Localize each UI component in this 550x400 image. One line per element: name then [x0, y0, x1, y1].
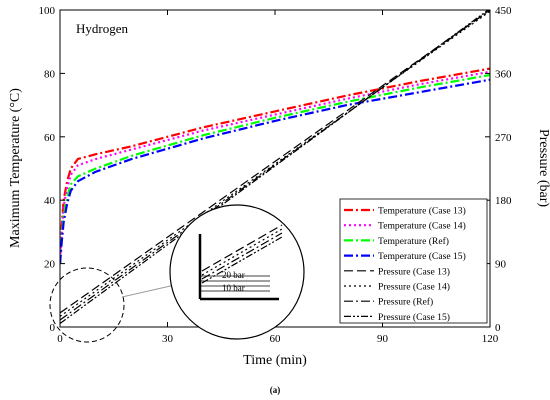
series-line-temperature-case-15 — [60, 78, 490, 264]
x-tick-label: 0 — [57, 333, 63, 345]
legend-label-pressure-case-15: Pressure (Case 15) — [378, 312, 450, 323]
legend-label-temperature-case-15: Temperature (Case 15) — [378, 251, 466, 262]
panel-label: Hydrogen — [76, 21, 128, 36]
legend-label-pressure-case-14: Pressure (Case 14) — [378, 282, 450, 293]
series-line-pressure-case-15 — [60, 10, 490, 324]
x-axis-title: Time (min) — [243, 353, 307, 368]
y-left-tick-label: 100 — [39, 5, 56, 17]
legend-label-temperature-case-13: Temperature (Case 13) — [378, 206, 466, 217]
y-axis-right-title: Pressure (bar) — [536, 129, 550, 207]
y-axis-left-title: Maximum Temperature (°C) — [8, 88, 23, 248]
zoom-region-circle — [49, 267, 125, 343]
legend-label-temperature-ref: Temperature (Ref) — [378, 236, 449, 247]
inset-pressure-line — [201, 224, 283, 272]
y-right-tick-label: 180 — [495, 195, 512, 207]
y-right-tick-label: 270 — [495, 132, 512, 144]
series-line-temperature-case-14 — [60, 70, 490, 264]
y-left-tick-label: 20 — [44, 259, 56, 271]
y-right-tick-label: 0 — [495, 322, 501, 334]
series-line-pressure-case-13 — [60, 10, 490, 314]
inset-pressure-line — [201, 228, 283, 276]
y-left-tick-label: 80 — [44, 68, 56, 80]
inset-label-10-bar: 10 bar — [222, 283, 245, 293]
series-line-pressure-ref — [60, 10, 490, 321]
y-right-tick-label: 450 — [495, 5, 512, 17]
figure-caption: (a) — [270, 385, 281, 395]
y-left-tick-label: 60 — [44, 132, 56, 144]
x-tick-label: 30 — [162, 333, 174, 345]
legend-label-pressure-case-13: Pressure (Case 13) — [378, 266, 450, 277]
y-left-tick-label: 0 — [50, 322, 56, 334]
y-right-tick-label: 360 — [495, 68, 512, 80]
legend-label-pressure-ref: Pressure (Ref) — [378, 297, 433, 308]
y-right-tick-label: 90 — [495, 259, 507, 271]
legend: Temperature (Case 13) Temperature (Case 1… — [339, 198, 488, 324]
legend-label-temperature-case-14: Temperature (Case 14) — [378, 221, 466, 232]
x-tick-label: 90 — [377, 333, 389, 345]
x-tick-label: 60 — [270, 333, 282, 345]
y-left-tick-label: 40 — [44, 195, 56, 207]
inset-pressure-line — [201, 232, 283, 280]
series-line-temperature-ref — [60, 73, 490, 264]
legend-box — [339, 198, 488, 324]
inset-label-20-bar: 20 bar — [222, 270, 245, 280]
plot-lines — [60, 10, 490, 324]
zoom-inset: 20 bar 10 bar — [169, 204, 305, 340]
x-tick-label: 120 — [482, 333, 499, 345]
